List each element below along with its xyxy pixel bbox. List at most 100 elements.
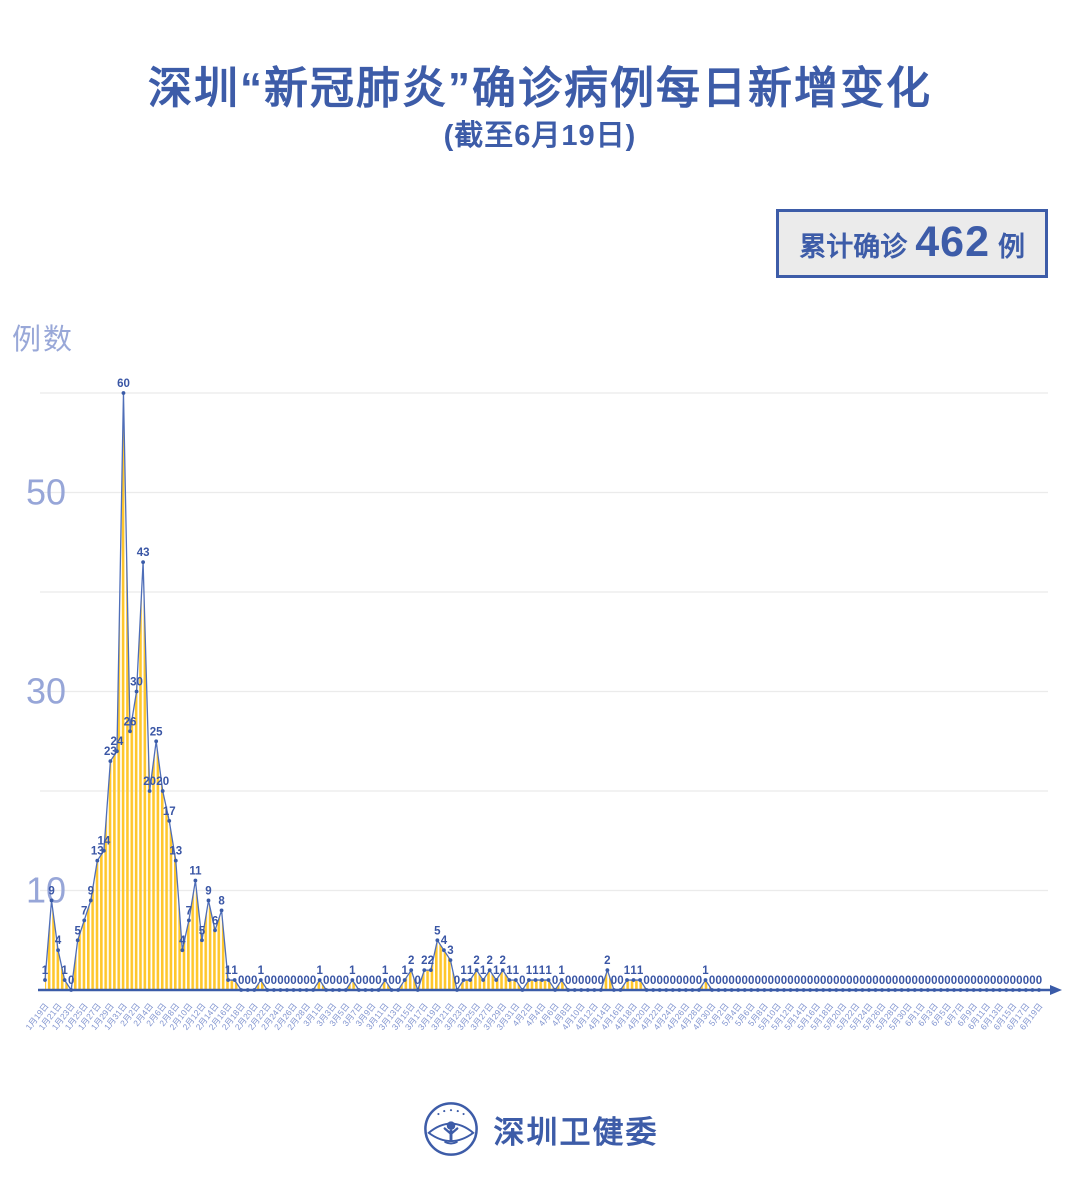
data-point-label: 0	[781, 975, 787, 987]
data-point	[723, 988, 728, 992]
badge-value: 462	[915, 218, 990, 266]
data-point-label: 5	[434, 925, 441, 937]
data-point-label: 0	[892, 975, 898, 987]
data-point	[821, 988, 826, 992]
data-point-label: 0	[617, 975, 623, 987]
data-point-label: 9	[88, 885, 94, 897]
data-point	[860, 988, 865, 992]
data-point-label: 20	[143, 776, 156, 788]
data-point	[409, 968, 414, 972]
data-point	[893, 988, 898, 992]
data-point	[435, 938, 440, 943]
x-axis-arrow-icon	[1050, 985, 1062, 995]
gridlines	[40, 392, 1048, 892]
data-point-label: 0	[611, 975, 617, 987]
data-point-label: 0	[813, 975, 819, 987]
data-point-label: 0	[827, 975, 833, 987]
data-point-label: 0	[552, 975, 558, 987]
data-point	[481, 978, 486, 982]
data-point-label: 43	[137, 547, 150, 559]
data-point	[638, 978, 642, 982]
data-point-label: 1	[630, 965, 637, 977]
data-point-label: 9	[205, 885, 211, 897]
data-point	[232, 978, 237, 982]
data-point	[108, 759, 113, 764]
data-point	[788, 988, 793, 992]
data-point	[173, 858, 178, 863]
data-point-label: 0	[1016, 975, 1022, 987]
data-point-label: 26	[124, 716, 137, 728]
data-point	[206, 898, 211, 903]
data-point-label: 0	[925, 975, 931, 987]
data-point	[742, 988, 747, 992]
data-point	[167, 818, 172, 823]
data-point-label: 1	[258, 965, 265, 977]
cumulative-total-badge: 累计确诊 462 例	[776, 209, 1048, 278]
data-point-label: 0	[846, 975, 852, 987]
data-point-label: 13	[91, 846, 104, 858]
data-point-label: 3	[447, 945, 453, 957]
y-axis-title: 例数	[12, 324, 75, 356]
data-point-label: 0	[1036, 975, 1042, 987]
data-point	[697, 988, 701, 992]
data-point-label: 2	[486, 955, 492, 967]
data-point	[683, 988, 688, 992]
data-point-label: 0	[977, 975, 983, 987]
data-point	[265, 988, 270, 992]
data-point-label: 1	[225, 965, 232, 977]
data-point-label: 2	[421, 955, 427, 967]
data-point-label: 1	[61, 965, 68, 977]
data-point	[932, 988, 937, 992]
data-point-label: 1	[493, 965, 500, 977]
data-point	[1017, 988, 1022, 992]
data-point	[598, 988, 603, 992]
data-point	[134, 689, 139, 694]
data-point-label: 1	[558, 965, 565, 977]
data-point	[219, 908, 224, 913]
data-point	[775, 988, 780, 992]
data-point	[186, 918, 191, 923]
data-point	[873, 988, 878, 992]
data-point-label: 0	[657, 975, 663, 987]
data-point	[736, 988, 741, 992]
data-point	[808, 988, 813, 992]
data-point	[546, 978, 551, 982]
data-point-label: 6	[212, 915, 218, 927]
data-point	[906, 988, 911, 992]
data-point-label: 0	[663, 975, 669, 987]
data-point-label: 1	[382, 965, 389, 977]
data-point	[252, 988, 257, 992]
data-point	[762, 988, 767, 992]
data-point-label: 0	[1003, 975, 1009, 987]
data-point-label: 4	[55, 935, 62, 947]
data-point	[376, 988, 381, 992]
data-point	[487, 968, 492, 972]
data-point	[271, 988, 276, 992]
data-point-label: 1	[460, 965, 467, 977]
data-point-label: 0	[938, 975, 944, 987]
data-point	[239, 988, 244, 992]
data-point-label: 0	[709, 975, 715, 987]
data-point-label: 0	[650, 975, 656, 987]
data-point	[592, 988, 597, 992]
data-point	[853, 988, 858, 992]
data-point	[468, 978, 472, 982]
data-point-label: 1	[467, 965, 474, 977]
data-point	[396, 988, 401, 992]
data-point	[657, 988, 662, 992]
data-point	[500, 968, 505, 972]
data-point-label: 0	[983, 975, 989, 987]
data-point-label: 0	[885, 975, 891, 987]
data-point	[95, 858, 100, 863]
data-point-label: 1	[349, 965, 356, 977]
data-point-label: 0	[375, 975, 381, 987]
data-point-label: 0	[297, 975, 303, 987]
data-point-label: 0	[68, 975, 74, 987]
data-point-label: 0	[997, 975, 1003, 987]
data-point	[69, 988, 74, 992]
data-point	[612, 988, 616, 992]
data-point	[585, 988, 590, 992]
data-point-label: 0	[310, 975, 316, 987]
data-point-label: 0	[264, 975, 270, 987]
data-point-label: 0	[251, 975, 257, 987]
